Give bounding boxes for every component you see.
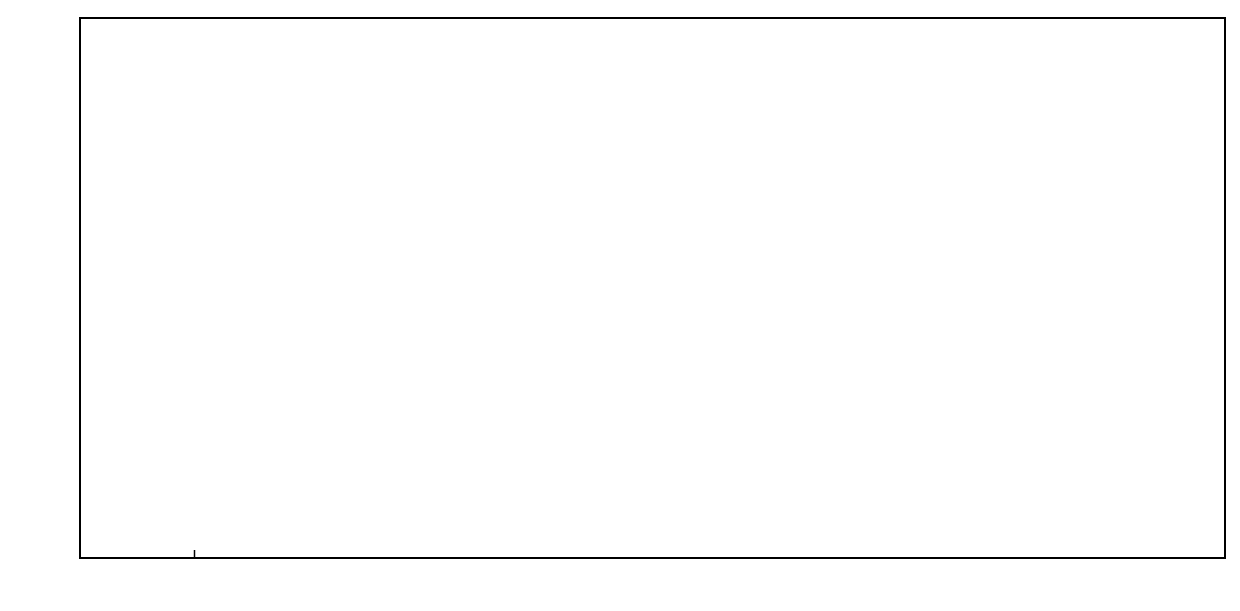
- chart-svg: [0, 0, 1240, 611]
- plot-border: [80, 18, 1225, 558]
- vibration-chart: [0, 0, 1240, 611]
